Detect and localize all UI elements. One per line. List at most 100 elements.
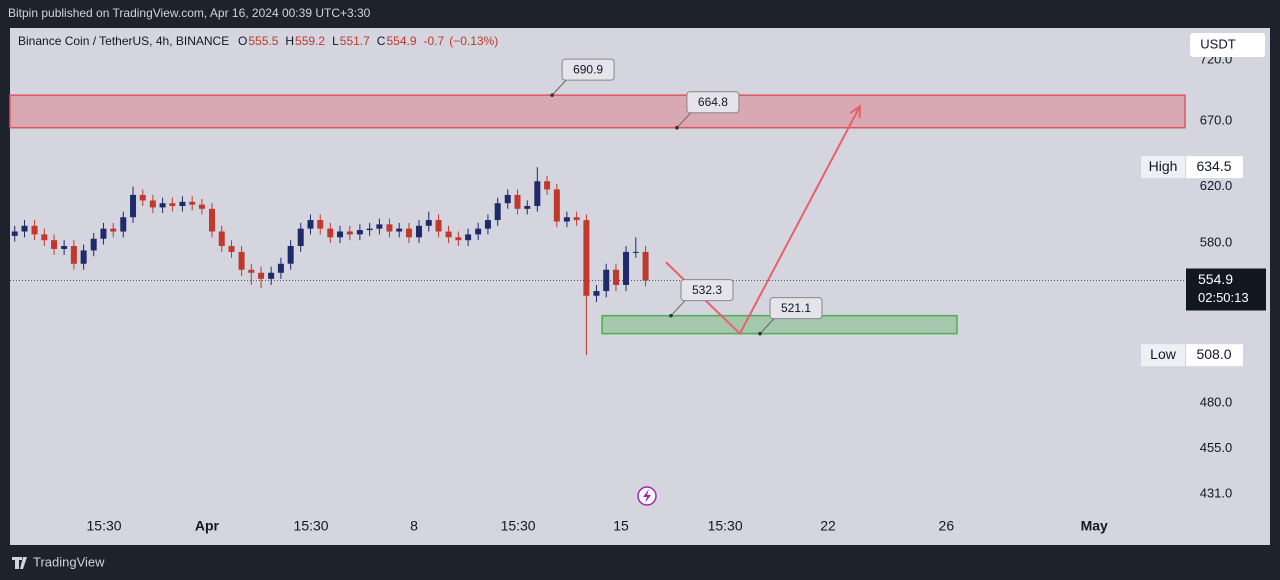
callout-box [680, 279, 734, 302]
candle-body [189, 201, 196, 205]
candle-body [149, 200, 156, 208]
candle-body [632, 251, 639, 253]
y-tick-label: 670.0 [1200, 113, 1233, 128]
callout-anchor [669, 313, 673, 318]
y-tick-label: 580.0 [1200, 235, 1233, 250]
currency[interactable]: USDT [1200, 36, 1235, 51]
candle-body [100, 228, 107, 239]
publish-header: Bitpin published on TradingView.com, Apr… [8, 6, 371, 20]
candle-body [563, 217, 570, 222]
candle-body [169, 203, 176, 207]
y-tick-label: 480.0 [1200, 395, 1233, 410]
candle-body [277, 263, 284, 273]
y-tick-label: 620.0 [1200, 178, 1233, 193]
current-price-box [1186, 268, 1266, 311]
legend-key: C [377, 34, 386, 48]
y-tick-label: 431.0 [1200, 486, 1233, 501]
candle-body [416, 225, 423, 238]
candle-body [198, 204, 205, 209]
candle-body [31, 225, 38, 235]
candle-body [130, 194, 137, 218]
callout-pointer [676, 112, 692, 129]
candle-body [61, 246, 68, 249]
legend-value: 554.9 [386, 34, 416, 48]
countdown: 02:50:13 [1198, 290, 1249, 305]
zone [9, 94, 1186, 129]
callout-anchor [675, 125, 679, 130]
callout-label: 532.3 [692, 283, 722, 297]
candle-body [208, 208, 215, 232]
high-badge-value-box [1186, 156, 1243, 179]
chart-area [10, 28, 1270, 545]
legend-key: L [332, 34, 339, 48]
candle-body [405, 228, 412, 238]
candle-body [386, 224, 393, 232]
candle-body [396, 228, 403, 232]
candle-body [258, 272, 265, 279]
candle-body [544, 181, 551, 190]
candle-body [573, 217, 580, 221]
tv-logo [12, 557, 27, 569]
candle-body [612, 269, 619, 285]
callout-label: 521.1 [781, 301, 811, 315]
candle-body [337, 231, 344, 238]
callout-label: 690.9 [573, 62, 603, 76]
candle-body [317, 220, 324, 229]
high-badge-value: 634.5 [1196, 158, 1231, 174]
high-badge-label: High [1149, 158, 1178, 174]
candle-body [287, 246, 294, 264]
x-tick-label: 15:30 [294, 518, 329, 534]
current-price: 554.9 [1198, 271, 1233, 287]
candle-body [120, 217, 127, 232]
candle-body [603, 269, 610, 292]
candle-body [11, 231, 18, 236]
callout-anchor [758, 331, 762, 336]
candle-body [534, 181, 541, 207]
candle-body [356, 230, 363, 235]
legend-change-pct: (−0.13%) [449, 34, 498, 48]
callout-pointer [759, 318, 775, 334]
low-badge-value: 508.0 [1196, 346, 1231, 362]
candle-body [593, 291, 600, 296]
candle-body [514, 194, 521, 209]
candle-body [524, 206, 531, 209]
candle-body [218, 231, 225, 247]
x-tick-label: 15 [613, 518, 629, 534]
legend-value: 555.5 [248, 34, 278, 48]
candle-body [642, 251, 649, 281]
callout-box [561, 58, 615, 81]
candle-body [307, 220, 314, 229]
candle-body [51, 240, 58, 249]
candle-body [21, 225, 28, 232]
legend-key: O [238, 34, 247, 48]
candle-body [327, 228, 334, 238]
x-tick-label: 22 [820, 518, 836, 534]
projection-arrowhead [849, 104, 862, 119]
candle-body [366, 228, 373, 231]
candle-body [228, 246, 235, 252]
candle-body [139, 194, 146, 201]
candle-body [583, 220, 590, 296]
candle-body [346, 231, 353, 235]
y-tick-label: 455.0 [1200, 440, 1233, 455]
x-tick-label: 15:30 [708, 518, 743, 534]
currency-box [1190, 33, 1265, 57]
candle-body [494, 203, 501, 221]
x-tick-label: 15:30 [87, 518, 122, 534]
event-bolt [643, 489, 651, 503]
candle-body [504, 194, 511, 204]
callout-box [686, 91, 740, 114]
callout-label: 664.8 [698, 95, 728, 109]
candle-body [179, 201, 186, 207]
candle-body [80, 250, 87, 264]
candle-body [465, 234, 472, 241]
legend-key: H [285, 34, 294, 48]
callout-pointer [670, 300, 686, 316]
callout-pointer [551, 79, 567, 96]
candle-body [425, 220, 432, 226]
callout-anchor [550, 93, 554, 97]
candle-body [297, 228, 304, 247]
candle-body [90, 238, 97, 251]
high-badge-box [1141, 156, 1185, 179]
